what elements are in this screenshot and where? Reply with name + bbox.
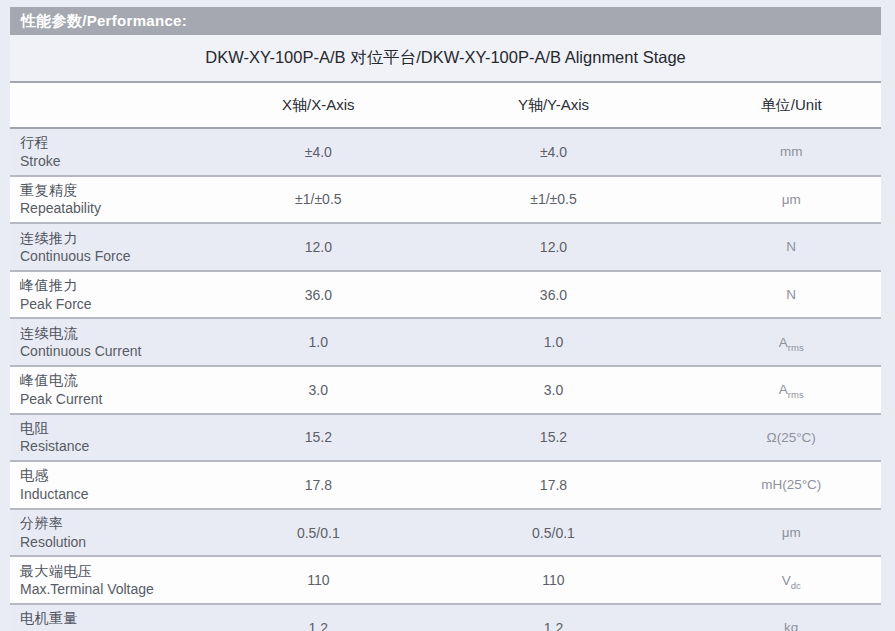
table-header-row: X轴/X-Axis Y轴/Y-Axis 单位/Unit bbox=[10, 83, 881, 129]
parameter-label-cn: 峰值电流 bbox=[20, 371, 231, 389]
unit-value: Vdc bbox=[702, 557, 881, 603]
unit-text: mH(25°C) bbox=[702, 477, 881, 492]
unit-value: Arms bbox=[702, 319, 881, 365]
parameter-cell: 连续电流 Continuous Current bbox=[10, 319, 231, 365]
table-row: 电感 Inductance 17.8 17.8 mH(25°C) bbox=[10, 460, 881, 508]
column-header-x-axis: X轴/X-Axis bbox=[231, 83, 405, 127]
unit-text: Arms bbox=[702, 335, 881, 350]
table-row: 行程 Stroke ±4.0 ±4.0 mm bbox=[10, 129, 881, 175]
y-axis-value: 110 bbox=[405, 557, 701, 603]
x-axis-value: 15.2 bbox=[231, 415, 405, 461]
parameter-cell: 电感 Inductance bbox=[10, 462, 231, 508]
x-axis-value: ±1/±0.5 bbox=[231, 177, 405, 223]
y-axis-value: ±1/±0.5 bbox=[405, 177, 701, 223]
x-axis-value: ±4.0 bbox=[231, 129, 405, 175]
parameter-label-cn: 最大端电压 bbox=[20, 562, 231, 580]
unit-value: kg bbox=[702, 605, 881, 631]
table-row: 峰值推力 Peak Force 36.0 36.0 N bbox=[10, 270, 881, 318]
parameter-label-en: Peak Force bbox=[20, 295, 231, 313]
x-axis-value: 36.0 bbox=[231, 272, 405, 318]
y-axis-value: 1.2 bbox=[405, 605, 701, 631]
parameter-cell: 电机重量 Mass Of Motor bbox=[10, 605, 231, 631]
unit-value: N bbox=[702, 224, 881, 270]
parameter-label-en: Continuous Current bbox=[20, 342, 231, 360]
y-axis-value: 12.0 bbox=[405, 224, 701, 270]
parameter-label-en: Resolution bbox=[20, 533, 231, 551]
x-axis-value: 12.0 bbox=[231, 224, 405, 270]
unit-text: Arms bbox=[702, 382, 881, 397]
unit-text: N bbox=[702, 239, 881, 254]
parameter-label-en: Resistance bbox=[20, 437, 231, 455]
table-row: 最大端电压 Max.Terminal Voltage 110 110 Vdc bbox=[10, 555, 881, 603]
parameter-cell: 行程 Stroke bbox=[10, 129, 231, 175]
table-row: 连续电流 Continuous Current 1.0 1.0 Arms bbox=[10, 317, 881, 365]
parameter-label-cn: 分辨率 bbox=[20, 514, 231, 532]
parameter-label-cn: 峰值推力 bbox=[20, 276, 231, 294]
table-body: 行程 Stroke ±4.0 ±4.0 mm 重复精度 Repeatabilit… bbox=[10, 129, 881, 631]
parameter-cell: 重复精度 Repeatability bbox=[10, 177, 231, 223]
parameter-cell: 连续推力 Continuous Force bbox=[10, 224, 231, 270]
unit-value: mm bbox=[702, 129, 881, 175]
table-row: 峰值电流 Peak Current 3.0 3.0 Arms bbox=[10, 365, 881, 413]
parameter-label-cn: 连续电流 bbox=[20, 324, 231, 342]
unit-value: N bbox=[702, 272, 881, 318]
parameter-label-en: Max.Terminal Voltage bbox=[20, 580, 231, 598]
x-axis-value: 1.2 bbox=[231, 605, 405, 631]
y-axis-value: 36.0 bbox=[405, 272, 701, 318]
y-axis-value: 17.8 bbox=[405, 462, 701, 508]
y-axis-value: 15.2 bbox=[405, 415, 701, 461]
unit-text: μm bbox=[702, 192, 881, 207]
y-axis-value: 0.5/0.1 bbox=[405, 510, 701, 556]
parameter-label-cn: 电机重量 bbox=[20, 609, 231, 627]
parameter-label-en: Inductance bbox=[20, 485, 231, 503]
section-header-bar: 性能参数/Performance: bbox=[10, 7, 881, 35]
parameter-cell: 电阻 Resistance bbox=[10, 415, 231, 461]
unit-value: μm bbox=[702, 177, 881, 223]
table-row: 重复精度 Repeatability ±1/±0.5 ±1/±0.5 μm bbox=[10, 175, 881, 223]
parameter-cell: 最大端电压 Max.Terminal Voltage bbox=[10, 557, 231, 603]
parameter-label-cn: 电感 bbox=[20, 466, 231, 484]
y-axis-value: ±4.0 bbox=[405, 129, 701, 175]
table-title: DKW-XY-100P-A/B 对位平台/DKW-XY-100P-A/B Ali… bbox=[10, 35, 881, 83]
table-row: 电阻 Resistance 15.2 15.2 Ω(25°C) bbox=[10, 413, 881, 461]
parameter-label-en: Stroke bbox=[20, 152, 231, 170]
x-axis-value: 0.5/0.1 bbox=[231, 510, 405, 556]
x-axis-value: 1.0 bbox=[231, 319, 405, 365]
y-axis-value: 1.0 bbox=[405, 319, 701, 365]
table-row: 电机重量 Mass Of Motor 1.2 1.2 kg bbox=[10, 603, 881, 631]
unit-text: Ω(25°C) bbox=[702, 430, 881, 445]
parameter-cell: 峰值推力 Peak Force bbox=[10, 272, 231, 318]
parameter-label-cn: 连续推力 bbox=[20, 229, 231, 247]
unit-text: kg bbox=[702, 620, 881, 631]
parameter-cell: 分辨率 Resolution bbox=[10, 510, 231, 556]
parameter-label-cn: 电阻 bbox=[20, 419, 231, 437]
table-row: 分辨率 Resolution 0.5/0.1 0.5/0.1 μm bbox=[10, 508, 881, 556]
parameter-label-cn: 行程 bbox=[20, 133, 231, 151]
datasheet-performance-section: 性能参数/Performance: DKW-XY-100P-A/B 对位平台/D… bbox=[10, 7, 881, 631]
unit-text: μm bbox=[702, 525, 881, 540]
table-row: 连续推力 Continuous Force 12.0 12.0 N bbox=[10, 222, 881, 270]
parameter-cell: 峰值电流 Peak Current bbox=[10, 367, 231, 413]
column-header-y-axis: Y轴/Y-Axis bbox=[405, 83, 701, 127]
performance-table: X轴/X-Axis Y轴/Y-Axis 单位/Unit 行程 Stroke ±4… bbox=[10, 83, 881, 631]
x-axis-value: 17.8 bbox=[231, 462, 405, 508]
y-axis-value: 3.0 bbox=[405, 367, 701, 413]
parameter-label-en: Peak Current bbox=[20, 390, 231, 408]
unit-text: N bbox=[702, 287, 881, 302]
unit-value: Ω(25°C) bbox=[702, 415, 881, 461]
unit-text: Vdc bbox=[702, 573, 881, 588]
parameter-label-cn: 重复精度 bbox=[20, 181, 231, 199]
unit-value: Arms bbox=[702, 367, 881, 413]
unit-value: μm bbox=[702, 510, 881, 556]
x-axis-value: 110 bbox=[231, 557, 405, 603]
column-header-unit: 单位/Unit bbox=[702, 83, 881, 127]
unit-text: mm bbox=[702, 144, 881, 159]
parameter-label-en: Continuous Force bbox=[20, 247, 231, 265]
column-header-parameter bbox=[10, 83, 231, 127]
unit-value: mH(25°C) bbox=[702, 462, 881, 508]
x-axis-value: 3.0 bbox=[231, 367, 405, 413]
parameter-label-en: Repeatability bbox=[20, 199, 231, 217]
